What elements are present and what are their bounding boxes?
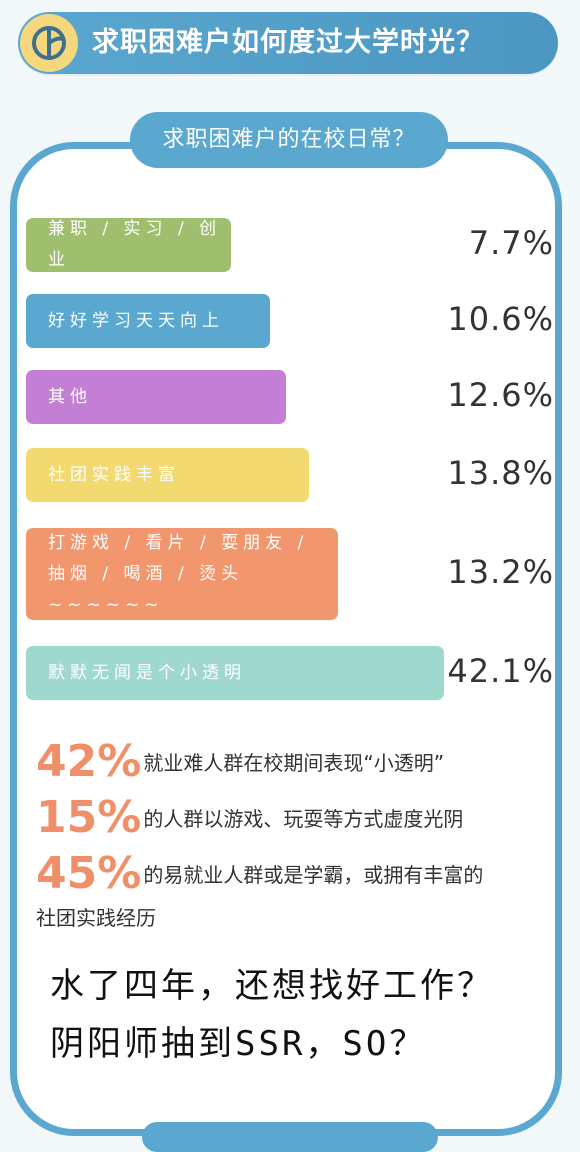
panel-title: 求职困难户的在校日常？ — [130, 112, 448, 168]
bar: 默默无闻是个小透明 — [26, 646, 444, 700]
stat-percent: 45% — [36, 848, 142, 899]
data-label: 10.6% — [447, 300, 554, 338]
bar: 打游戏 / 看片 / 耍朋友 / 抽烟 / 喝酒 / 烫头~~~~~~ — [26, 528, 338, 620]
handwritten-line-2: 阴阳师抽到SSR，SO？ — [50, 1024, 427, 1064]
header-banner: 求职困难户如何度过大学时光？ — [18, 12, 558, 74]
stat-text: 的易就业人群或是学霸，或拥有丰富的 — [143, 863, 484, 887]
stat-percent: 42% — [36, 736, 142, 787]
bar: 兼职 / 实习 / 创业 — [26, 218, 231, 272]
stat-line-1: 42% 就业难人群在校期间表现“小透明” — [36, 736, 444, 787]
bar-label: 好好学习天天向上 — [48, 310, 224, 331]
stat-line-3: 45% 的易就业人群或是学霸，或拥有丰富的 — [36, 848, 483, 899]
stat-line-2: 15% 的人群以游戏、玩耍等方式虚度光阴 — [36, 792, 463, 843]
data-label: 42.1% — [447, 652, 554, 690]
data-label: 12.6% — [447, 376, 554, 414]
logo-icon — [20, 14, 78, 72]
bar-label: 打游戏 / 看片 / 耍朋友 / 抽烟 / 喝酒 / 烫头~~~~~~ — [48, 532, 309, 615]
stat-text: 的人群以游戏、玩耍等方式虚度光阴 — [143, 807, 464, 831]
stat-continuation: 社团实践经历 — [36, 906, 156, 930]
data-label: 13.2% — [447, 553, 554, 591]
bar: 好好学习天天向上 — [26, 294, 270, 348]
bar: 其他 — [26, 370, 286, 424]
data-label: 7.7% — [468, 224, 554, 262]
bar: 社团实践丰富 — [26, 448, 309, 502]
page-title: 求职困难户如何度过大学时光？ — [92, 27, 484, 58]
bar-label: 社团实践丰富 — [48, 464, 180, 485]
data-label: 13.8% — [447, 454, 554, 492]
bar-label: 兼职 / 实习 / 创业 — [48, 219, 222, 270]
handwritten-line-1: 水了四年，还想找好工作？ — [50, 966, 494, 1006]
bar-label: 其他 — [48, 386, 92, 407]
bar-label: 默默无闻是个小透明 — [48, 662, 246, 683]
stat-text: 就业难人群在校期间表现“小透明” — [143, 751, 445, 775]
stat-percent: 15% — [36, 792, 142, 843]
